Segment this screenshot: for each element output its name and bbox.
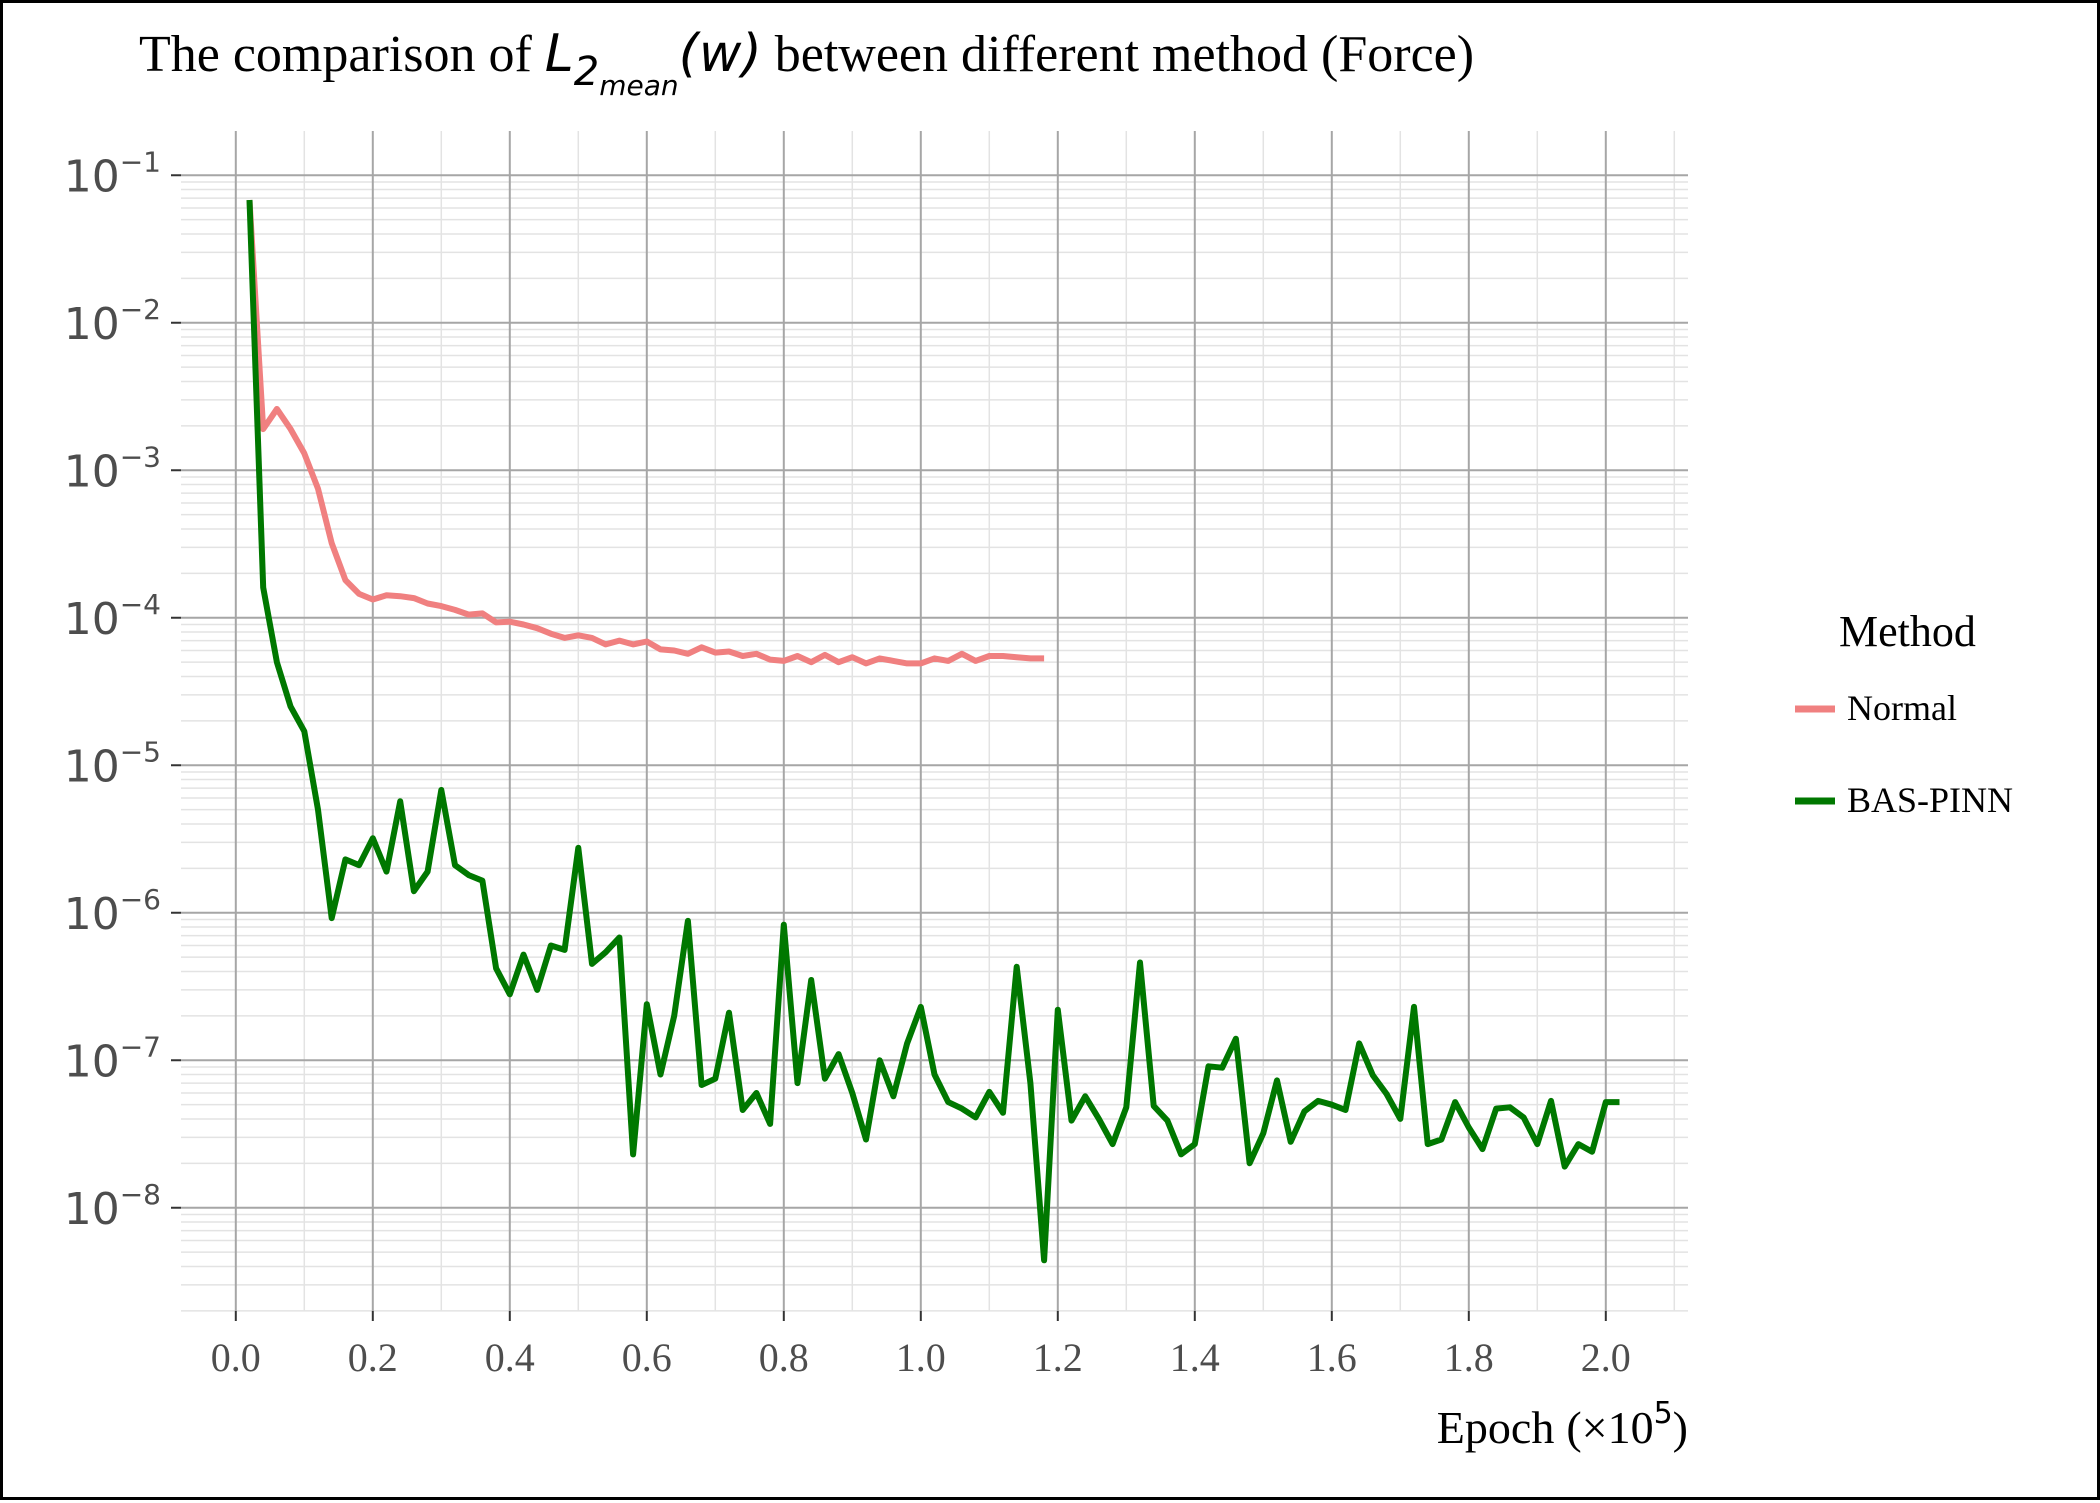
y-tick-label: 10−7 — [64, 1030, 161, 1087]
x-tick-label: 1.0 — [896, 1335, 946, 1380]
chart-title: The comparison of L2mean(w) between diff… — [139, 24, 1474, 102]
y-tick-label: 10−4 — [64, 588, 161, 645]
y-tick-label: 10−2 — [64, 293, 161, 350]
x-tick-label: 0.4 — [485, 1335, 535, 1380]
axis-ticks — [171, 174, 1607, 1321]
legend-label-normal: Normal — [1847, 688, 1957, 728]
legend: Method Normal BAS-PINN — [1795, 607, 2013, 820]
y-tick-label: 10−3 — [64, 440, 161, 497]
series-lines — [246, 199, 1620, 1264]
y-tick-label: 10−1 — [64, 145, 161, 202]
y-tick-label: 10−5 — [64, 735, 161, 792]
y-tick-label: 10−8 — [64, 1178, 161, 1235]
title-prefix: The comparison of — [139, 26, 545, 83]
x-tick-label: 1.6 — [1307, 1335, 1357, 1380]
x-axis-label: Epoch (×105) — [1437, 1396, 1688, 1453]
legend-title: Method — [1839, 607, 1976, 656]
chart-svg: The comparison of L2mean(w) between diff… — [64, 24, 2013, 1453]
title-suffix: between different method (Force) — [762, 26, 1474, 83]
series-line-normal — [246, 199, 1045, 667]
x-axis-label-text: Epoch — [1437, 1402, 1555, 1453]
x-axis-label-factor: (×10 — [1566, 1402, 1653, 1453]
x-tick-label: 1.2 — [1033, 1335, 1083, 1380]
x-tick-label: 0.8 — [759, 1335, 809, 1380]
series-line-bas-pinn — [246, 199, 1620, 1264]
x-tick-label: 1.8 — [1444, 1335, 1494, 1380]
major-gridlines — [181, 131, 1688, 1311]
title-math-sub-word: mean — [599, 69, 678, 102]
x-tick-label: 2.0 — [1581, 1335, 1631, 1380]
title-math-sub-digit: 2 — [574, 49, 599, 95]
x-tick-label: 0.6 — [622, 1335, 672, 1380]
x-axis-label-close: ) — [1673, 1402, 1688, 1453]
y-tick-label: 10−6 — [64, 883, 161, 940]
title-math-base: L — [545, 24, 574, 84]
title-math-arg: (w) — [679, 24, 762, 84]
minor-gridlines — [181, 131, 1688, 1312]
x-tick-label: 1.4 — [1170, 1335, 1220, 1380]
x-axis-label-exponent: 5 — [1654, 1396, 1673, 1431]
x-tick-label: 0.0 — [211, 1335, 261, 1380]
x-tick-labels: 0.0 0.2 0.4 0.6 0.8 1.0 1.2 1.4 1.6 1.8 2.0 — [211, 1335, 1631, 1380]
legend-label-bas-pinn: BAS-PINN — [1847, 780, 2013, 820]
x-tick-label: 0.2 — [348, 1335, 398, 1380]
y-tick-labels: 10−1 10−2 10−3 10−4 10−5 10−6 10−7 10−8 — [64, 145, 161, 1235]
